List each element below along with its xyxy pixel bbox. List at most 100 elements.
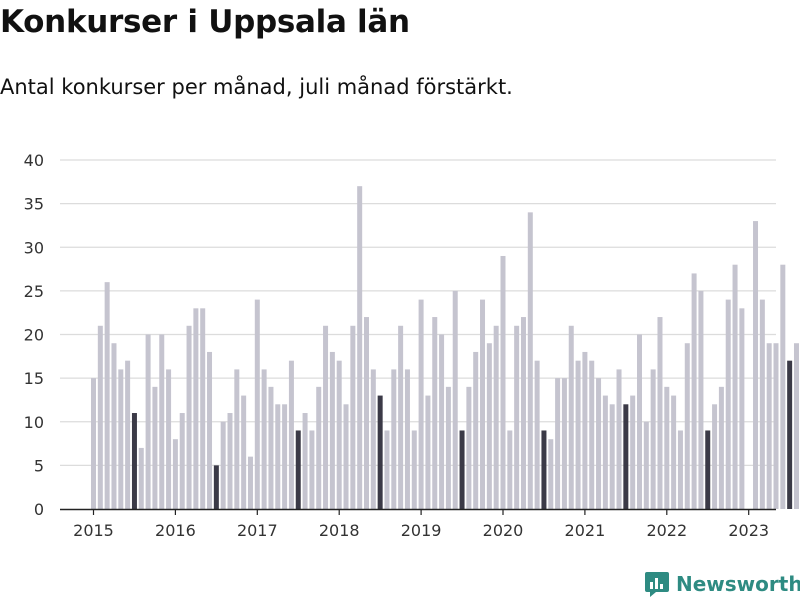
bar	[568, 325, 574, 509]
bar	[705, 430, 711, 509]
bar	[302, 413, 308, 509]
bar	[282, 404, 288, 509]
bar	[582, 351, 588, 509]
bar	[357, 186, 363, 510]
bar	[773, 343, 779, 509]
bar	[739, 308, 745, 509]
bar	[643, 421, 649, 509]
bar	[718, 386, 724, 509]
y-tick-label: 0	[34, 500, 44, 519]
newsworthy-brand-name: Newsworthy	[676, 572, 800, 596]
bar	[520, 317, 526, 509]
bar	[91, 378, 96, 509]
bar	[466, 386, 472, 509]
bar	[213, 465, 219, 509]
bar	[616, 369, 622, 509]
bar	[677, 430, 683, 509]
bar	[97, 325, 103, 509]
y-tick-label: 15	[24, 369, 44, 388]
chart-title: Konkurser i Uppsala län	[0, 4, 410, 40]
bar	[787, 360, 793, 509]
bar	[452, 290, 458, 509]
bar	[609, 404, 615, 509]
chart-subtitle: Antal konkurser per månad, juli månad fö…	[0, 75, 513, 99]
bar	[411, 430, 417, 509]
bar	[630, 395, 636, 509]
bar	[534, 360, 540, 509]
bar	[418, 299, 424, 509]
newsworthy-brand: Newsworthy	[644, 570, 800, 598]
bar	[480, 299, 486, 509]
bar	[323, 325, 329, 509]
bar	[336, 360, 342, 509]
bar	[288, 360, 294, 509]
bar	[384, 430, 390, 509]
bar	[486, 343, 492, 509]
bars	[91, 186, 799, 510]
bar	[329, 351, 335, 509]
bar	[698, 290, 704, 509]
bar	[793, 343, 799, 509]
bar	[650, 369, 656, 509]
bar	[664, 386, 670, 509]
x-tick-label: 2015	[73, 521, 114, 540]
bar	[541, 430, 547, 509]
bar	[138, 447, 144, 509]
grid-lines	[60, 159, 776, 466]
bar	[602, 395, 608, 509]
bar	[111, 343, 117, 509]
y-tick-label: 35	[24, 195, 44, 214]
bar	[118, 369, 124, 509]
bar	[186, 325, 192, 509]
bar	[316, 386, 322, 509]
bar	[125, 360, 131, 509]
bar	[234, 369, 240, 509]
bar	[507, 430, 513, 509]
bar	[732, 264, 738, 509]
bar	[193, 308, 199, 509]
bar	[493, 325, 499, 509]
y-tick-label: 25	[24, 282, 44, 301]
x-tick-label: 2017	[237, 521, 278, 540]
bar	[561, 378, 567, 509]
bar	[459, 430, 465, 509]
bar	[200, 308, 206, 509]
bar	[275, 404, 281, 509]
bar	[404, 369, 410, 509]
bar	[370, 369, 376, 509]
x-tick-label: 2021	[565, 521, 606, 540]
bar	[364, 317, 369, 509]
bar	[172, 439, 178, 509]
bar	[500, 255, 506, 509]
bar	[473, 351, 479, 509]
bar	[241, 395, 247, 509]
bar	[780, 264, 786, 509]
bar	[712, 404, 718, 509]
y-tick-label: 30	[24, 238, 44, 257]
bar	[432, 317, 438, 509]
bar	[555, 378, 561, 509]
bar	[247, 456, 253, 509]
bar	[220, 421, 226, 509]
y-tick-label: 40	[24, 151, 44, 170]
bar	[159, 334, 165, 509]
x-tick-label: 2018	[319, 521, 360, 540]
bar	[131, 413, 137, 509]
bar	[596, 378, 602, 509]
newsworthy-logo-icon	[645, 572, 669, 597]
x-tick-label: 2019	[401, 521, 442, 540]
bar	[445, 386, 451, 509]
bar	[295, 430, 301, 509]
bar	[671, 395, 677, 509]
x-axis-ticks: 2015201620172018201920202021202220232024	[73, 509, 769, 540]
bar	[623, 404, 629, 509]
bar	[268, 386, 274, 509]
y-tick-label: 5	[34, 456, 44, 475]
bar	[152, 386, 158, 509]
bar	[575, 360, 581, 509]
y-tick-label: 10	[24, 413, 44, 432]
bar	[179, 413, 185, 509]
y-axis-ticks: 0 5 10 15 20 25 30 35 40	[24, 151, 44, 519]
y-tick-label: 20	[24, 326, 44, 345]
bar	[207, 351, 213, 509]
